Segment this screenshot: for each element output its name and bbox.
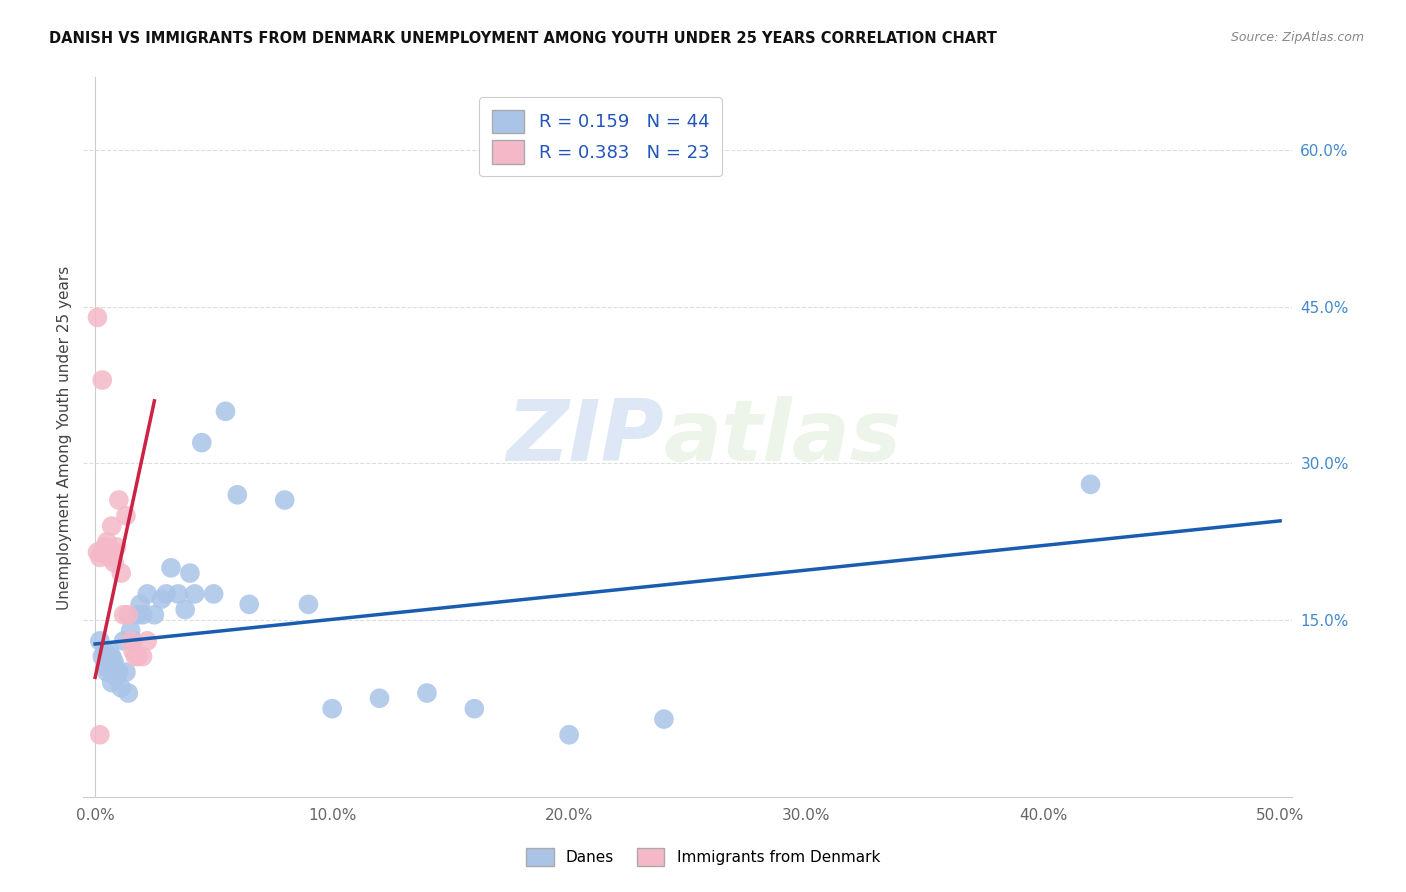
- Point: [115, 665, 138, 680]
- Point: [120, 633, 142, 648]
- Point: [96, 534, 118, 549]
- Text: DANISH VS IMMIGRANTS FROM DENMARK UNEMPLOYMENT AMONG YOUTH UNDER 25 YEARS CORREL: DANISH VS IMMIGRANTS FROM DENMARK UNEMPL…: [49, 31, 997, 46]
- Point: [115, 508, 138, 523]
- Text: Source: ZipAtlas.com: Source: ZipAtlas.com: [1230, 31, 1364, 45]
- Point: [120, 624, 142, 638]
- Point: [103, 545, 125, 559]
- Point: [238, 598, 260, 612]
- Point: [98, 644, 121, 658]
- Point: [416, 686, 439, 700]
- Point: [103, 655, 125, 669]
- Point: [463, 701, 485, 715]
- Point: [89, 728, 111, 742]
- Point: [136, 587, 159, 601]
- Point: [183, 587, 205, 601]
- Y-axis label: Unemployment Among Youth under 25 years: Unemployment Among Youth under 25 years: [58, 265, 72, 609]
- Point: [110, 566, 132, 580]
- Point: [100, 519, 122, 533]
- Point: [122, 644, 145, 658]
- Point: [112, 633, 135, 648]
- Legend: Danes, Immigrants from Denmark: Danes, Immigrants from Denmark: [519, 841, 887, 873]
- Point: [96, 545, 118, 559]
- Point: [86, 545, 108, 559]
- Legend: R = 0.159   N = 44, R = 0.383   N = 23: R = 0.159 N = 44, R = 0.383 N = 23: [479, 97, 721, 176]
- Text: atlas: atlas: [664, 396, 901, 479]
- Point: [91, 545, 114, 559]
- Point: [93, 540, 115, 554]
- Point: [89, 550, 111, 565]
- Point: [321, 701, 343, 715]
- Point: [143, 607, 166, 622]
- Point: [127, 649, 149, 664]
- Point: [652, 712, 675, 726]
- Point: [127, 607, 149, 622]
- Point: [108, 665, 131, 680]
- Point: [131, 607, 153, 622]
- Point: [91, 649, 114, 664]
- Point: [150, 592, 173, 607]
- Text: ZIP: ZIP: [506, 396, 664, 479]
- Point: [117, 607, 139, 622]
- Point: [98, 550, 121, 565]
- Point: [274, 493, 297, 508]
- Point: [167, 587, 190, 601]
- Point: [103, 556, 125, 570]
- Point: [93, 644, 115, 658]
- Point: [160, 561, 183, 575]
- Point: [558, 728, 581, 742]
- Point: [96, 660, 118, 674]
- Point: [174, 602, 197, 616]
- Point: [103, 660, 125, 674]
- Point: [191, 435, 214, 450]
- Point: [117, 686, 139, 700]
- Point: [179, 566, 201, 580]
- Point: [100, 649, 122, 664]
- Point: [112, 607, 135, 622]
- Point: [368, 691, 391, 706]
- Point: [96, 665, 118, 680]
- Point: [226, 488, 249, 502]
- Point: [105, 540, 128, 554]
- Point: [89, 633, 111, 648]
- Point: [86, 310, 108, 325]
- Point: [110, 681, 132, 695]
- Point: [122, 633, 145, 648]
- Point: [105, 670, 128, 684]
- Point: [136, 633, 159, 648]
- Point: [124, 649, 146, 664]
- Point: [129, 598, 152, 612]
- Point: [108, 493, 131, 508]
- Point: [100, 675, 122, 690]
- Point: [131, 649, 153, 664]
- Point: [214, 404, 236, 418]
- Point: [1080, 477, 1102, 491]
- Point: [155, 587, 177, 601]
- Point: [202, 587, 225, 601]
- Point: [297, 598, 319, 612]
- Point: [91, 373, 114, 387]
